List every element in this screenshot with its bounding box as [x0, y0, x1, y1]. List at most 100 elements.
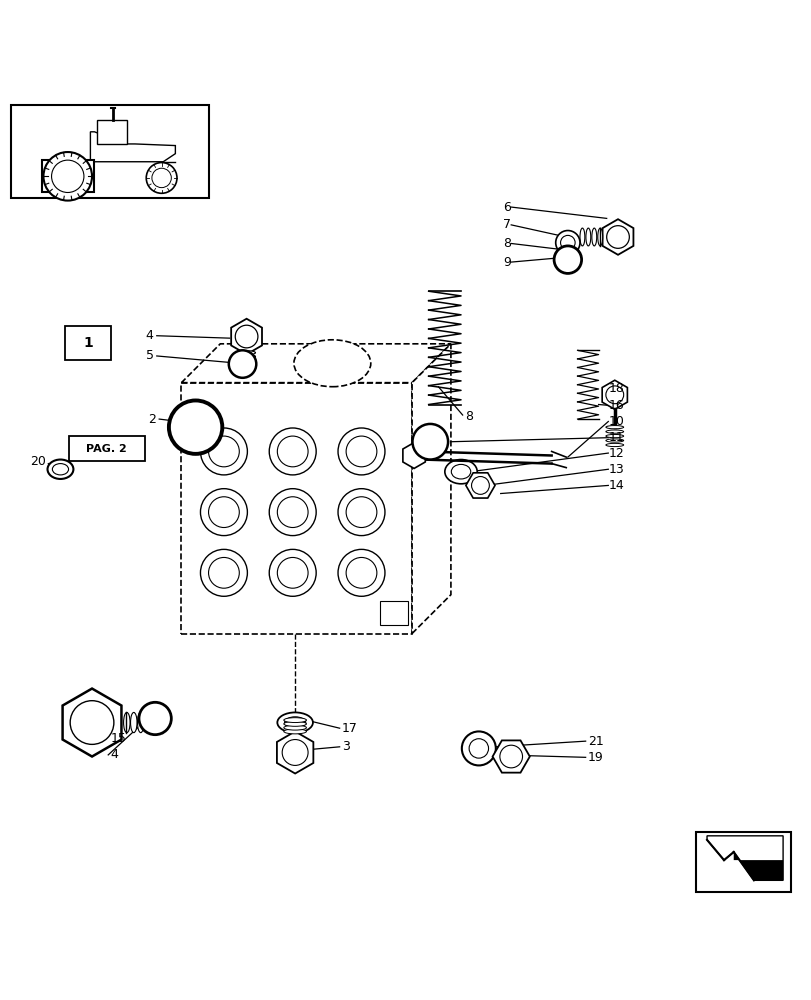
- Circle shape: [51, 160, 84, 192]
- Circle shape: [606, 226, 629, 248]
- Circle shape: [44, 152, 92, 201]
- Ellipse shape: [144, 712, 151, 733]
- Ellipse shape: [284, 718, 306, 723]
- Ellipse shape: [269, 549, 315, 596]
- Ellipse shape: [579, 228, 584, 246]
- Circle shape: [412, 424, 448, 460]
- Circle shape: [419, 431, 440, 452]
- Text: 8: 8: [503, 237, 511, 250]
- Ellipse shape: [586, 228, 590, 246]
- Circle shape: [471, 477, 489, 494]
- Ellipse shape: [345, 557, 376, 588]
- Ellipse shape: [238, 354, 255, 359]
- Text: 3: 3: [341, 740, 350, 753]
- Text: 19: 19: [587, 751, 603, 764]
- Polygon shape: [97, 120, 127, 144]
- Text: 6: 6: [503, 201, 511, 214]
- Text: 8: 8: [465, 410, 473, 423]
- Ellipse shape: [277, 712, 312, 733]
- Text: 15: 15: [110, 732, 127, 745]
- Ellipse shape: [337, 489, 384, 536]
- Ellipse shape: [137, 712, 144, 733]
- Ellipse shape: [158, 712, 165, 733]
- Text: 5: 5: [145, 349, 153, 362]
- Ellipse shape: [208, 557, 239, 588]
- Polygon shape: [602, 219, 633, 255]
- Ellipse shape: [151, 712, 157, 733]
- Text: 13: 13: [607, 463, 624, 476]
- Ellipse shape: [605, 443, 623, 447]
- Ellipse shape: [345, 436, 376, 467]
- Text: 16: 16: [607, 399, 624, 412]
- Ellipse shape: [605, 434, 623, 438]
- Text: 18: 18: [607, 382, 624, 395]
- Circle shape: [152, 168, 171, 188]
- Polygon shape: [733, 852, 782, 880]
- Polygon shape: [90, 132, 175, 162]
- Circle shape: [282, 740, 307, 765]
- Polygon shape: [231, 319, 262, 354]
- Ellipse shape: [345, 497, 376, 528]
- Text: 12: 12: [607, 447, 624, 460]
- Text: 17: 17: [341, 722, 358, 735]
- Circle shape: [229, 350, 256, 378]
- Ellipse shape: [269, 489, 315, 536]
- Ellipse shape: [284, 729, 306, 734]
- Text: 1: 1: [83, 336, 92, 350]
- Ellipse shape: [238, 362, 255, 366]
- Ellipse shape: [48, 460, 73, 479]
- Polygon shape: [277, 731, 313, 774]
- Polygon shape: [706, 836, 782, 880]
- Ellipse shape: [131, 712, 137, 733]
- Circle shape: [560, 235, 574, 250]
- Text: 4: 4: [145, 329, 153, 342]
- Ellipse shape: [597, 228, 602, 246]
- Ellipse shape: [605, 439, 623, 442]
- Ellipse shape: [451, 464, 470, 479]
- Polygon shape: [602, 380, 627, 409]
- Polygon shape: [411, 344, 450, 634]
- Text: 11: 11: [607, 431, 624, 444]
- Text: 14: 14: [607, 479, 624, 492]
- Text: 10: 10: [607, 415, 624, 428]
- Ellipse shape: [52, 464, 68, 475]
- Text: 21: 21: [587, 735, 603, 748]
- Ellipse shape: [200, 549, 247, 596]
- Polygon shape: [62, 689, 122, 757]
- Polygon shape: [466, 473, 495, 498]
- Circle shape: [469, 739, 488, 758]
- Text: 20: 20: [30, 455, 46, 468]
- Ellipse shape: [337, 428, 384, 475]
- Ellipse shape: [605, 426, 623, 429]
- Circle shape: [555, 231, 579, 255]
- Ellipse shape: [444, 460, 477, 484]
- Ellipse shape: [238, 351, 255, 355]
- Text: PAG. 2: PAG. 2: [86, 444, 127, 454]
- Ellipse shape: [208, 497, 239, 528]
- Text: 4: 4: [110, 748, 118, 761]
- Bar: [64, 326, 111, 360]
- Circle shape: [461, 731, 496, 765]
- Ellipse shape: [277, 436, 307, 467]
- Ellipse shape: [277, 557, 307, 588]
- Circle shape: [70, 701, 114, 744]
- Ellipse shape: [284, 725, 306, 730]
- Bar: [695, 832, 790, 892]
- Bar: [42, 160, 94, 192]
- Circle shape: [553, 246, 581, 273]
- Ellipse shape: [123, 712, 130, 733]
- Text: 7: 7: [503, 218, 511, 231]
- Ellipse shape: [208, 436, 239, 467]
- Text: 2: 2: [148, 413, 156, 426]
- Ellipse shape: [284, 721, 306, 726]
- Bar: [11, 105, 209, 198]
- Circle shape: [169, 400, 222, 454]
- Bar: [68, 436, 145, 461]
- Text: 9: 9: [503, 256, 511, 269]
- Circle shape: [235, 325, 258, 348]
- Polygon shape: [181, 383, 411, 634]
- Circle shape: [139, 702, 171, 735]
- Ellipse shape: [269, 428, 315, 475]
- Ellipse shape: [285, 717, 305, 728]
- Ellipse shape: [200, 489, 247, 536]
